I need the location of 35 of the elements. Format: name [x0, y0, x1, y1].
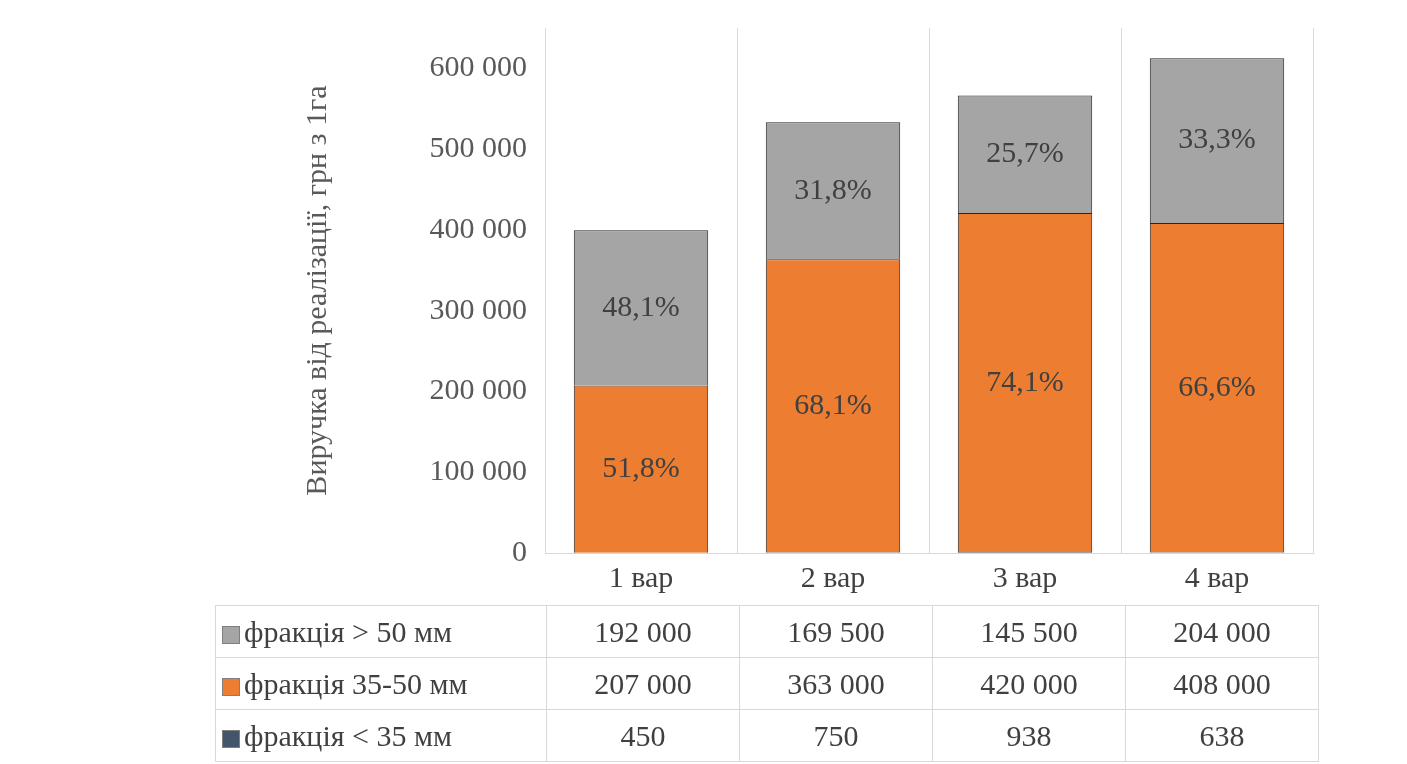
y-tick-label: 600 000 [429, 49, 527, 83]
annotation: 51,8% [602, 449, 680, 483]
y-tick-label: 400 000 [429, 210, 527, 244]
annotation: 74,1% [986, 363, 1064, 397]
annotation: 48,1% [602, 288, 680, 322]
data-label: 145 500 [932, 605, 1126, 658]
data-label: 169 500 [739, 605, 933, 658]
data-label: 420 000 [932, 657, 1126, 710]
data-label: 938 [932, 709, 1126, 762]
y-tick-label: 200 000 [429, 372, 527, 406]
y-tick-label: 100 000 [429, 453, 527, 487]
data-label: 638 [1125, 709, 1319, 762]
y-axis-title: Виручка від реалізації, грн з 1га [298, 85, 332, 496]
annotation: 33,3% [1178, 121, 1256, 155]
data-label: 363 000 [739, 657, 933, 710]
x-tick-label: 4 вар [1184, 559, 1250, 593]
data-label: 204 000 [1125, 605, 1319, 658]
annotation: 68,1% [794, 386, 872, 420]
annotation: 66,6% [1178, 368, 1256, 402]
y-tick-label: 500 000 [429, 130, 527, 164]
legend-label: фракція < 35 мм [215, 709, 547, 762]
data-label: 450 [546, 709, 740, 762]
legend-label: фракція > 50 мм [215, 605, 547, 658]
data-label: 750 [739, 709, 933, 762]
data-label: 192 000 [546, 605, 740, 658]
x-tick-label: 1 вар [608, 559, 674, 593]
legend-label: фракція 35-50 мм [215, 657, 547, 710]
y-tick-label: 300 000 [429, 291, 527, 325]
x-tick-label: 3 вар [992, 559, 1058, 593]
y-tick-label: 0 [512, 533, 527, 567]
annotation: 31,8% [794, 171, 872, 205]
data-label: 207 000 [546, 657, 740, 710]
data-label: 408 000 [1125, 657, 1319, 710]
x-tick-label: 2 вар [800, 559, 866, 593]
annotation: 25,7% [986, 135, 1064, 169]
